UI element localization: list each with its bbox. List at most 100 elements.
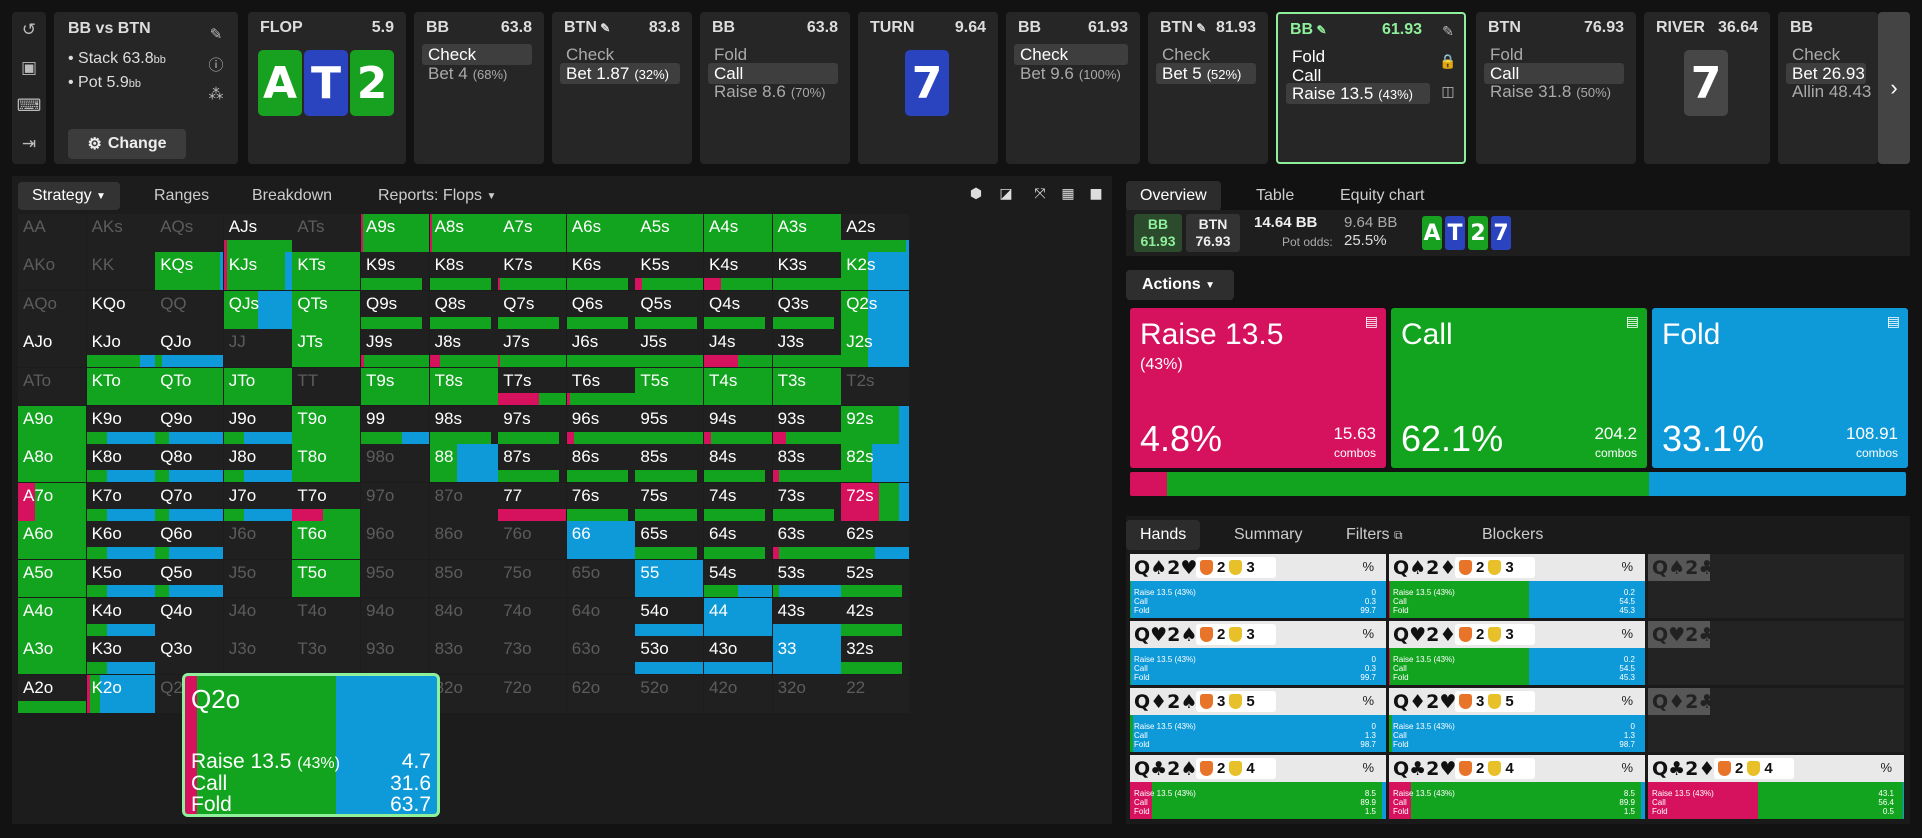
- matrix-cell[interactable]: 92s: [841, 406, 910, 444]
- hand-combo[interactable]: Q♣2♦ 2 4% Raise 13.5 (43%) Call Fold 43.1 56.4 0…: [1648, 755, 1904, 819]
- matrix-cell[interactable]: J2s: [841, 329, 910, 367]
- matrix-cell[interactable]: Q2s: [841, 290, 910, 329]
- matrix-cell[interactable]: Q9o: [155, 406, 224, 444]
- percent-toggle[interactable]: %: [1362, 760, 1374, 775]
- matrix-cell[interactable]: 96s: [566, 406, 635, 444]
- matrix-cell[interactable]: 42s: [841, 598, 910, 636]
- matrix-cell[interactable]: J3o: [223, 636, 292, 675]
- matrix-cell[interactable]: 32s: [841, 636, 910, 675]
- tab-breakdown[interactable]: Breakdown: [252, 187, 333, 204]
- hand-combo[interactable]: Q♦2♣: [1648, 688, 1904, 752]
- pencil-icon[interactable]: ✎: [1192, 21, 1207, 35]
- matrix-cell[interactable]: J8s: [429, 329, 498, 367]
- matrix-cell[interactable]: 55: [635, 559, 704, 598]
- matrix-cell[interactable]: 83s: [772, 444, 841, 483]
- matrix-cell[interactable]: A6o: [18, 521, 86, 559]
- percent-toggle[interactable]: %: [1362, 559, 1374, 574]
- action-option[interactable]: Bet 1.87 (32%): [560, 62, 680, 84]
- matrix-cell[interactable]: 94o: [361, 598, 429, 636]
- matrix-cell[interactable]: 73o: [498, 636, 567, 675]
- matrix-cell[interactable]: K5s: [635, 252, 704, 291]
- matrix-cell[interactable]: AQo: [18, 290, 86, 329]
- matrix-cell[interactable]: 75s: [635, 482, 704, 521]
- action-option[interactable]: Fold: [1490, 45, 1524, 64]
- matrix-cell[interactable]: 54o: [635, 598, 704, 636]
- matrix-cell[interactable]: K6o: [86, 521, 155, 559]
- matrix-cell[interactable]: 72s: [841, 482, 910, 521]
- share-icon[interactable]: ⁂: [208, 85, 224, 103]
- matrix-cell[interactable]: 77: [498, 482, 567, 521]
- matrix-cell[interactable]: T8s: [429, 367, 498, 406]
- matrix-cell[interactable]: A9s: [361, 214, 429, 252]
- compress-icon[interactable]: ⤧: [1034, 186, 1046, 202]
- matrix-cell[interactable]: KJo: [86, 329, 155, 367]
- tab-reports[interactable]: Reports: Flops ▼: [378, 187, 497, 204]
- street-card-3[interactable]: BB 63.8 Fold Call Raise 8.6 (70%): [700, 12, 850, 164]
- action-option[interactable]: Bet 26.93: [1786, 62, 1866, 84]
- action-option[interactable]: Bet 4 (68%): [428, 63, 508, 83]
- matrix-cell[interactable]: A8o: [18, 444, 86, 483]
- matrix-cell[interactable]: AKo: [18, 252, 86, 291]
- matrix-cell[interactable]: A3s: [772, 214, 841, 252]
- matrix-cell[interactable]: Q5s: [635, 290, 704, 329]
- street-card-9[interactable]: RIVER 36.64 7: [1644, 12, 1770, 164]
- matrix-cell[interactable]: T5o: [292, 559, 361, 598]
- matrix-cell[interactable]: J4s: [704, 329, 772, 367]
- tab-strategy[interactable]: Strategy ▼: [18, 182, 120, 210]
- matrix-cell[interactable]: A3o: [18, 636, 86, 675]
- matrix-cell[interactable]: A7o: [18, 482, 86, 521]
- matrix-cell[interactable]: 52o: [635, 674, 704, 713]
- matrix-cell[interactable]: T2s: [841, 367, 910, 406]
- percent-toggle[interactable]: %: [1621, 626, 1633, 641]
- align-icon[interactable]: ⇥: [21, 134, 37, 154]
- matrix-cell[interactable]: T5s: [635, 367, 704, 406]
- action-card-1[interactable]: Call 62.1% 204.2 combos ▤: [1391, 308, 1647, 468]
- matrix-cell[interactable]: 43s: [772, 598, 841, 636]
- matrix-cell[interactable]: Q7s: [498, 290, 567, 329]
- matrix-cell[interactable]: 86s: [566, 444, 635, 483]
- matrix-cell[interactable]: TT: [292, 367, 361, 406]
- matrix-cell[interactable]: 22: [841, 674, 910, 713]
- matrix-cell[interactable]: J9s: [361, 329, 429, 367]
- matrix-cell[interactable]: 97o: [361, 482, 429, 521]
- matrix-cell[interactable]: J7o: [223, 482, 292, 521]
- percent-toggle[interactable]: %: [1621, 760, 1633, 775]
- matrix-cell[interactable]: K9o: [86, 406, 155, 444]
- matrix-cell[interactable]: A8s: [429, 214, 498, 252]
- matrix-cell[interactable]: A6s: [566, 214, 635, 252]
- matrix-cell[interactable]: K5o: [86, 559, 155, 598]
- matrix-cell[interactable]: K7o: [86, 482, 155, 521]
- cube-icon[interactable]: ⬢: [969, 186, 983, 202]
- matrix-cell[interactable]: Q4s: [704, 290, 772, 329]
- matrix-cell[interactable]: JTo: [223, 367, 292, 406]
- matrix-cell[interactable]: K2s: [841, 252, 910, 291]
- matrix-cell[interactable]: 84s: [704, 444, 772, 483]
- action-option[interactable]: Call: [1292, 65, 1322, 85]
- street-card-7[interactable]: BB ✎ 61.93 Fold Call Raise 13.5 (43%) ✎ 🔒 ◫: [1276, 12, 1466, 164]
- compare-icon[interactable]: ◫: [1441, 84, 1455, 100]
- matrix-cell[interactable]: 64o: [566, 598, 635, 636]
- hand-combo[interactable]: Q♣2♥ 2 4% Raise 13.5 (43%) Call Fold 8.5 89.9 1.…: [1389, 755, 1645, 819]
- matrix-cell[interactable]: KTs: [292, 252, 361, 291]
- matrix-cell[interactable]: 53s: [772, 559, 841, 598]
- street-card-0[interactable]: FLOP 5.9 A T 2: [248, 12, 406, 164]
- matrix-cell[interactable]: Q3o: [155, 636, 224, 675]
- matrix-cell[interactable]: 65s: [635, 521, 704, 559]
- pencil-icon[interactable]: ✎: [596, 21, 611, 35]
- hand-combo[interactable]: Q♠2♣: [1648, 554, 1904, 618]
- matrix-cell[interactable]: 93o: [361, 636, 429, 675]
- tab-summary[interactable]: Summary: [1234, 526, 1303, 543]
- matrix-cell[interactable]: T9o: [292, 406, 361, 444]
- matrix-cell[interactable]: ATs: [292, 214, 361, 252]
- save-icon[interactable]: ▣: [20, 58, 38, 78]
- matrix-cell[interactable]: T3o: [292, 636, 361, 675]
- hand-combo[interactable]: Q♥2♠ 2 3% Raise 13.5 (43%) Call Fold 0 0.3 99.7: [1130, 621, 1386, 685]
- matrix-cell[interactable]: QTo: [155, 367, 224, 406]
- matrix-cell[interactable]: A2o: [18, 674, 86, 713]
- matrix-cell[interactable]: K7s: [498, 252, 567, 291]
- matrix-cell[interactable]: Q4o: [155, 598, 224, 636]
- matrix-cell[interactable]: QQ: [155, 290, 224, 329]
- actions-dropdown[interactable]: Actions ▼: [1126, 270, 1234, 300]
- matrix-cell[interactable]: 99: [361, 406, 429, 444]
- change-button[interactable]: ⚙ Change: [68, 129, 186, 159]
